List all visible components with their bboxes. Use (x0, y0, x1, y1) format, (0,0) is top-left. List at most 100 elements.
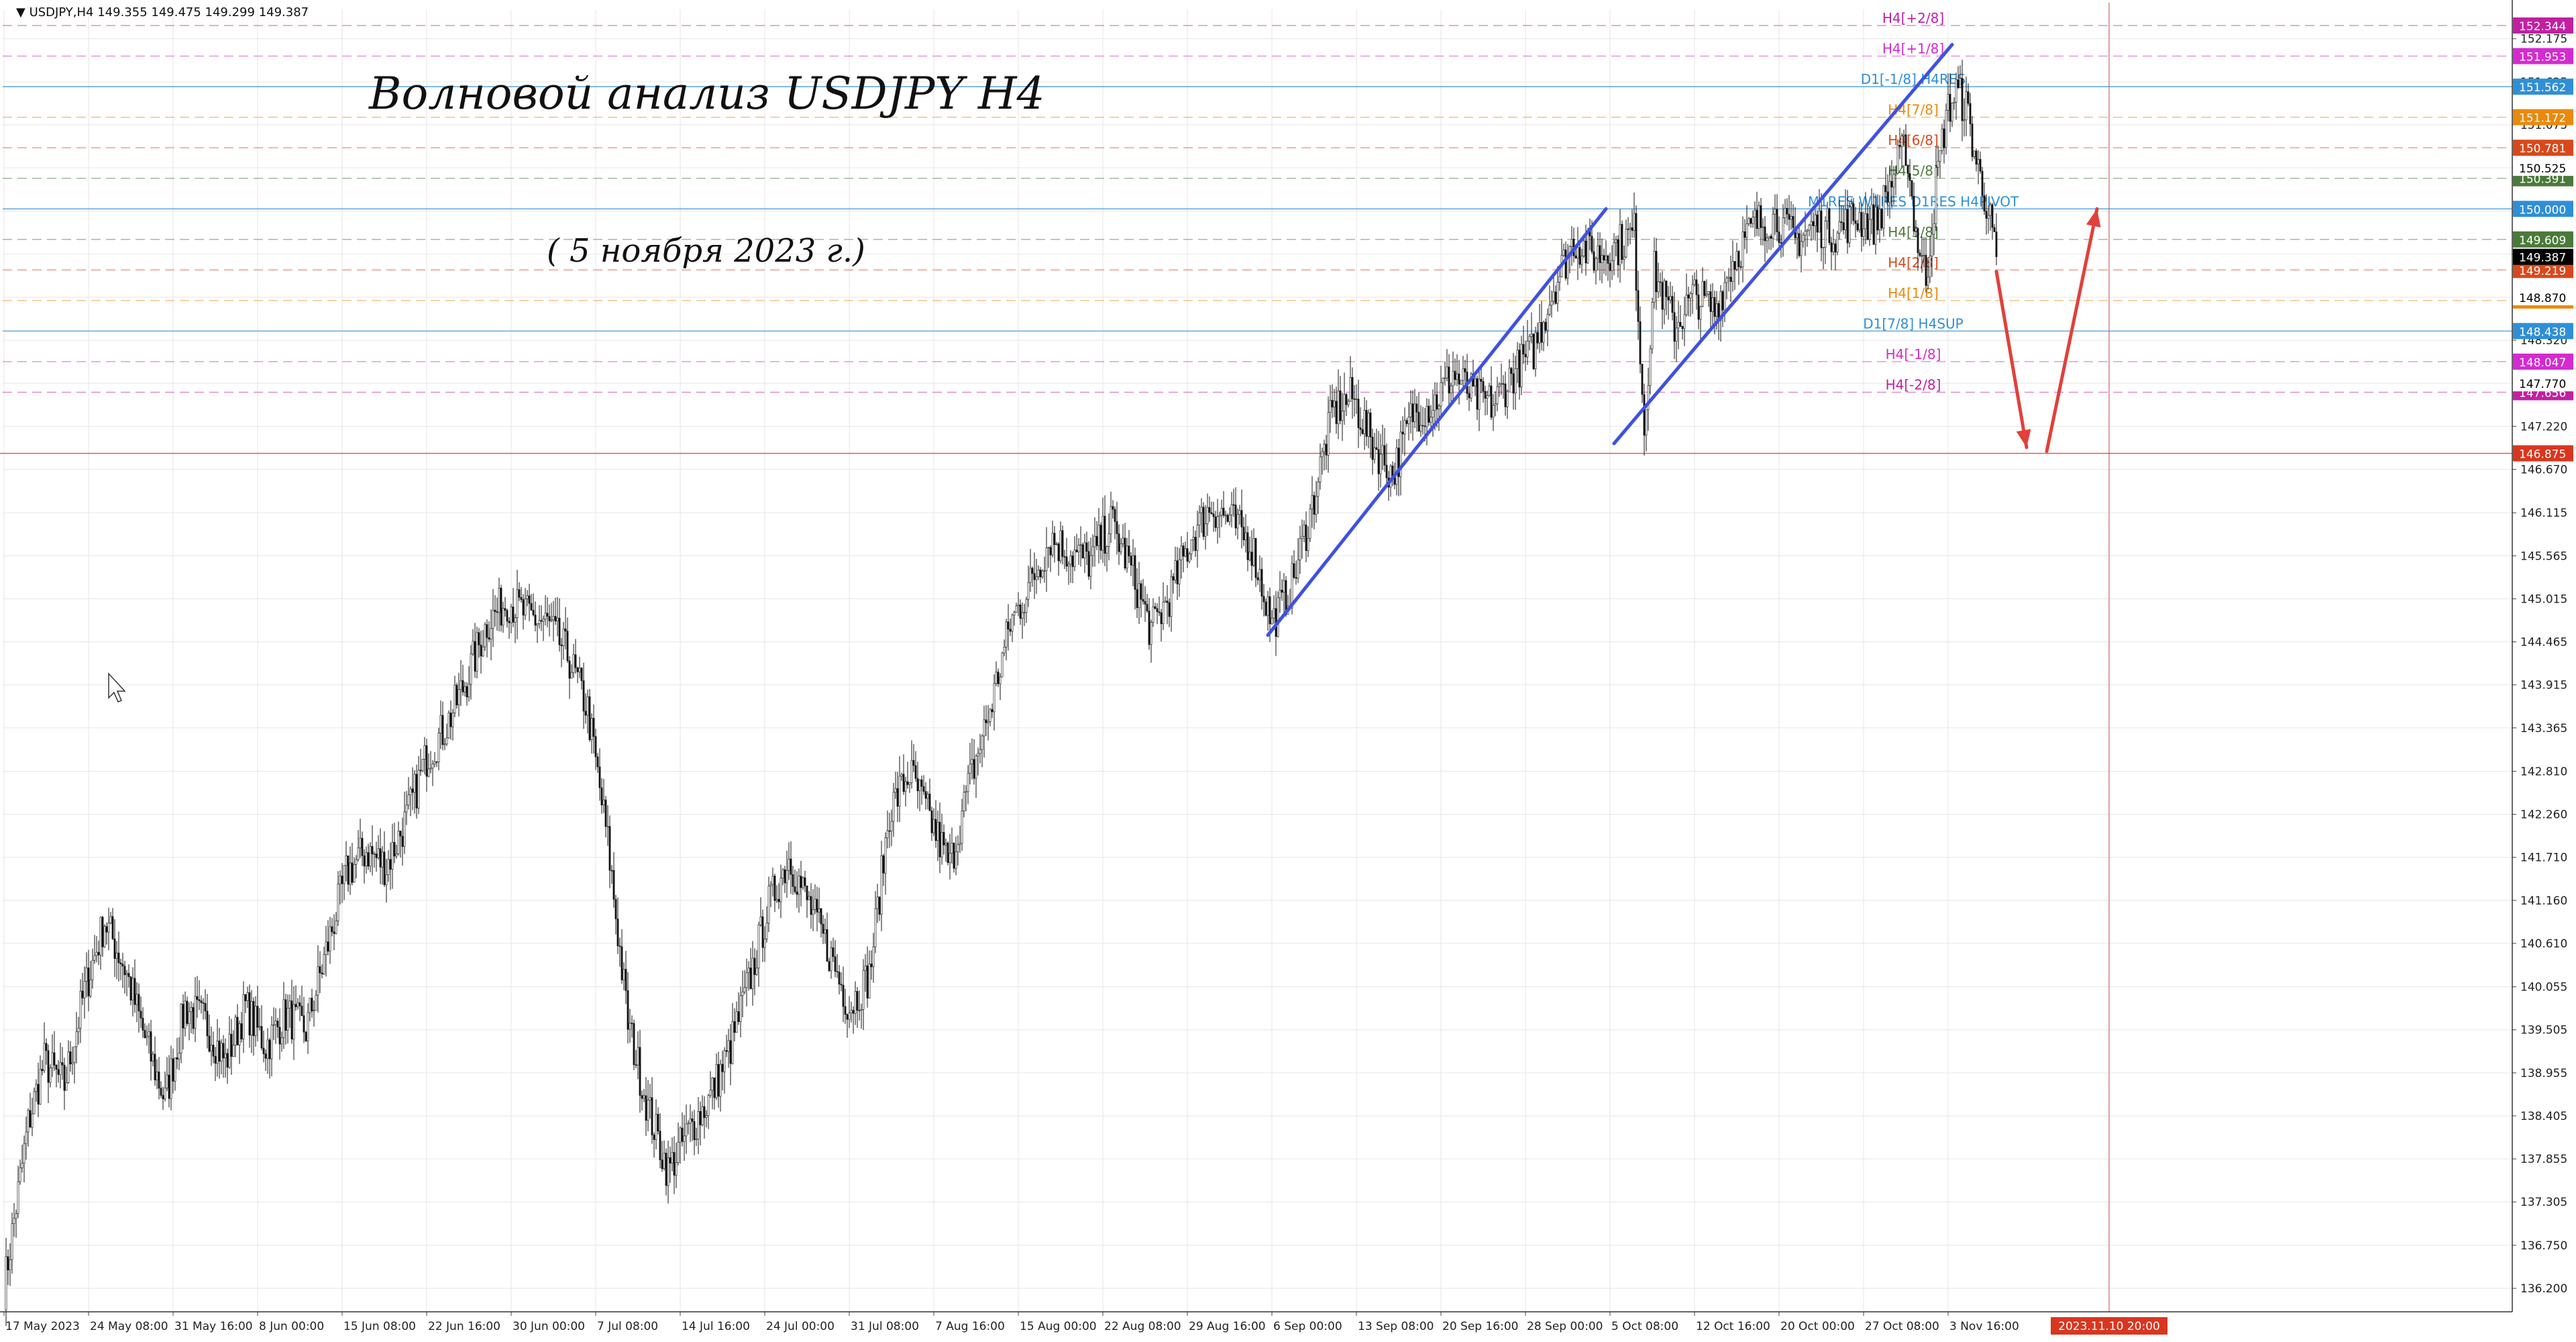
candle-body (1977, 159, 1980, 165)
candle (1882, 185, 1885, 237)
candle-body (711, 1077, 714, 1091)
candle-body (949, 853, 951, 863)
candle (554, 597, 557, 625)
candle (1011, 613, 1014, 642)
candle-body (707, 1095, 710, 1116)
candle (1371, 428, 1374, 475)
candle-body (765, 923, 768, 939)
candle-body (1081, 544, 1084, 558)
candle (65, 1066, 68, 1091)
candle-body (1661, 282, 1664, 310)
trendline (1266, 207, 1608, 637)
candle (451, 709, 454, 741)
candle-body (1520, 344, 1523, 388)
candle (1764, 215, 1766, 262)
candle (546, 597, 549, 627)
candle (1679, 305, 1682, 327)
candle (691, 1111, 694, 1141)
candle (1599, 232, 1601, 281)
candle (1236, 508, 1239, 539)
candle (538, 605, 541, 629)
candle (989, 707, 991, 727)
candle (1178, 548, 1181, 597)
candle-body (876, 896, 879, 909)
candle-body (1800, 241, 1803, 256)
candle (1703, 280, 1706, 299)
candle (922, 775, 925, 795)
candle (792, 866, 794, 895)
candle (1118, 524, 1120, 565)
candle (315, 990, 317, 1011)
candle-body (1673, 312, 1676, 342)
candle (1902, 130, 1905, 147)
candle (655, 1099, 657, 1149)
candle (957, 835, 959, 866)
candle-body (1160, 612, 1163, 624)
candle (773, 874, 776, 913)
candle-body (1419, 425, 1422, 432)
candle (222, 1035, 225, 1078)
candle (427, 753, 430, 778)
candle-body (160, 1088, 162, 1096)
candle-body (556, 617, 559, 621)
candle (294, 985, 297, 1011)
candle (1687, 287, 1690, 317)
candle-body (699, 1111, 702, 1125)
candle (182, 994, 184, 1049)
candle-body (9, 1259, 11, 1271)
candle-body (1828, 208, 1831, 244)
candle (667, 1141, 669, 1204)
candle (1134, 548, 1136, 610)
candle (1673, 292, 1676, 360)
candle (864, 953, 867, 992)
candle (1739, 260, 1742, 271)
candle (1325, 435, 1328, 470)
candle-body (1426, 405, 1428, 427)
candle (1639, 306, 1642, 374)
candle (1826, 201, 1829, 229)
candle (1689, 291, 1692, 317)
candle (1220, 499, 1223, 527)
candle (1609, 252, 1611, 288)
candle (1196, 510, 1199, 568)
candle-body (1844, 209, 1847, 230)
candle (297, 998, 299, 1010)
candle (1295, 560, 1297, 585)
candle (711, 1077, 714, 1110)
candle (1888, 167, 1891, 219)
candle (1059, 521, 1062, 564)
candle-body (222, 1043, 225, 1059)
candle (967, 765, 969, 805)
candle-body (1645, 409, 1648, 436)
candle-body (1337, 391, 1340, 424)
candle (1941, 123, 1943, 154)
candle-body (665, 1153, 667, 1186)
candle-body (743, 987, 746, 992)
candle-body (1474, 378, 1477, 387)
candle (683, 1115, 686, 1162)
candle-body (872, 946, 875, 968)
candle (1232, 488, 1235, 517)
candle (900, 772, 903, 781)
candle (1633, 193, 1635, 238)
candle-body (1687, 295, 1690, 299)
candle-body (840, 984, 843, 986)
candle-body (1748, 218, 1750, 224)
candle (520, 586, 523, 603)
candle-body (1206, 507, 1209, 524)
candle-body (1941, 128, 1943, 151)
candle-body (689, 1118, 692, 1124)
candle-body (1506, 391, 1509, 407)
candle-body (892, 792, 895, 822)
candle (649, 1084, 651, 1119)
candle (979, 733, 981, 764)
candle (1766, 233, 1768, 254)
candle (1077, 537, 1080, 565)
candle-body (1792, 216, 1794, 228)
candle (67, 1040, 70, 1084)
candle (1506, 389, 1509, 419)
candle (669, 1146, 672, 1183)
x-tick-label: 8 Jun 00:00 (259, 1320, 324, 1333)
candle-body (152, 1053, 154, 1062)
